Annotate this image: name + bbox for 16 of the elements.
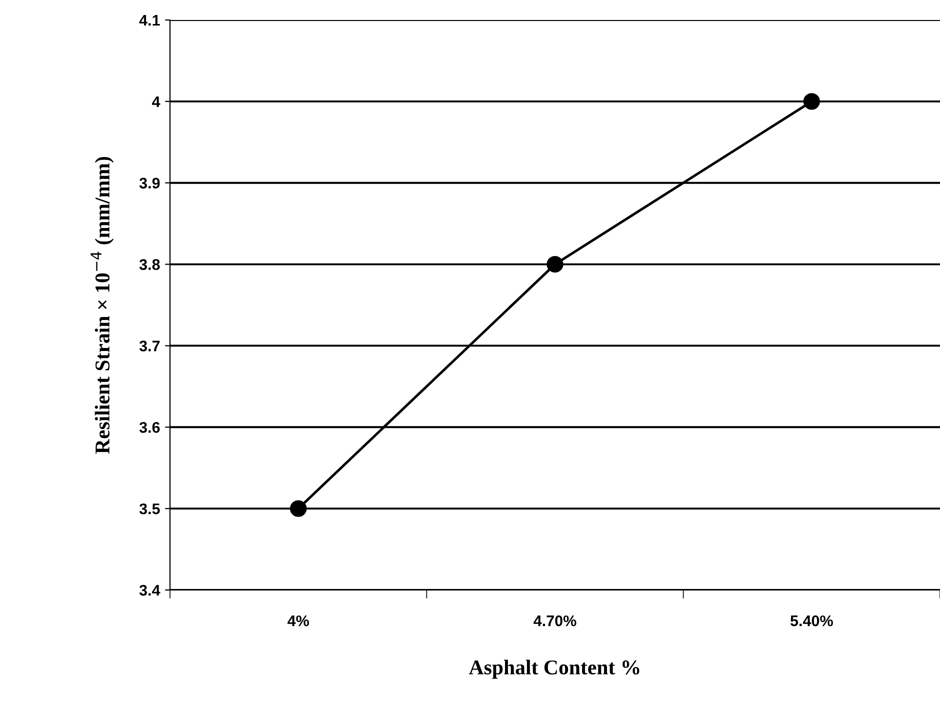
point: [546, 256, 564, 273]
y-tick-label: 4.1: [139, 15, 160, 26]
x-tick-label: 4.70%: [534, 615, 576, 626]
x-axis-title: Asphalt Content %: [468, 660, 640, 679]
point: [290, 500, 307, 517]
y-tick-label: 3.8: [139, 259, 160, 270]
x-tick-label: 4%: [288, 615, 309, 626]
x-tick-label: 5.40%: [790, 615, 833, 626]
y-axis-title: Resilient Strain × 10$^{−4}$ (mm/mm): [90, 156, 114, 454]
point: [803, 93, 820, 110]
y-tick-label: 3.9: [139, 178, 160, 189]
y-tick-label: 3.4: [139, 584, 160, 596]
y-tick-label: 3.6: [139, 422, 160, 433]
y-tick-label: 3.7: [139, 340, 160, 352]
y-tick-label: 4: [152, 96, 160, 107]
y-tick-label: 3.5: [139, 503, 160, 514]
